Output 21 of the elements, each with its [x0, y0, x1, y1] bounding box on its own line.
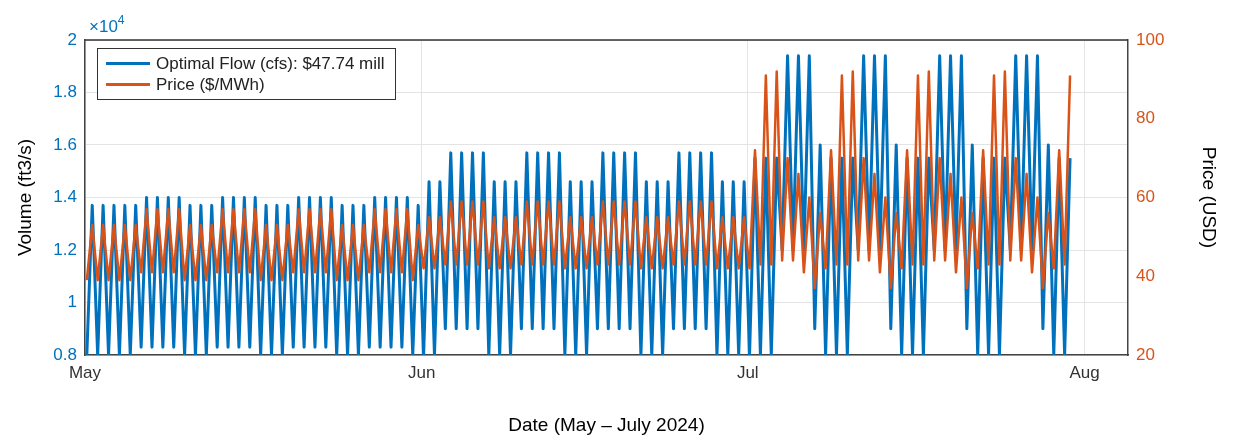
y2-tick-label: 60: [1136, 187, 1155, 207]
x-tick-label: Jun: [408, 362, 436, 382]
x-tick-label: May: [68, 362, 102, 382]
y-tick-label: 0.8: [53, 344, 77, 364]
x-tick-label: Jul: [736, 362, 759, 382]
y-tick-label: 1.8: [53, 82, 77, 102]
y-tick-label: 1.4: [53, 187, 77, 207]
y2-tick-label: 100: [1136, 29, 1165, 49]
legend-label: Optimal Flow (cfs): $47.74 mill: [156, 53, 385, 74]
x-axis-title: Date (May – July 2024): [508, 413, 705, 435]
y2-axis-title: Price (USD): [1199, 146, 1221, 249]
y2-tick-label: 40: [1136, 265, 1155, 285]
y-tick-label: 1: [67, 292, 77, 312]
y-tick-label: 1.2: [53, 239, 77, 259]
y-axis-title: Volume (ft3/s): [13, 138, 35, 257]
y-tick-label: 1.6: [53, 134, 77, 154]
y-tick-label: 2: [67, 29, 77, 49]
y2-tick-label: 20: [1136, 344, 1155, 364]
legend-label: Price ($/MWh): [156, 74, 265, 95]
y2-tick-label: 80: [1136, 108, 1155, 128]
x-tick-label: Aug: [1069, 362, 1100, 382]
